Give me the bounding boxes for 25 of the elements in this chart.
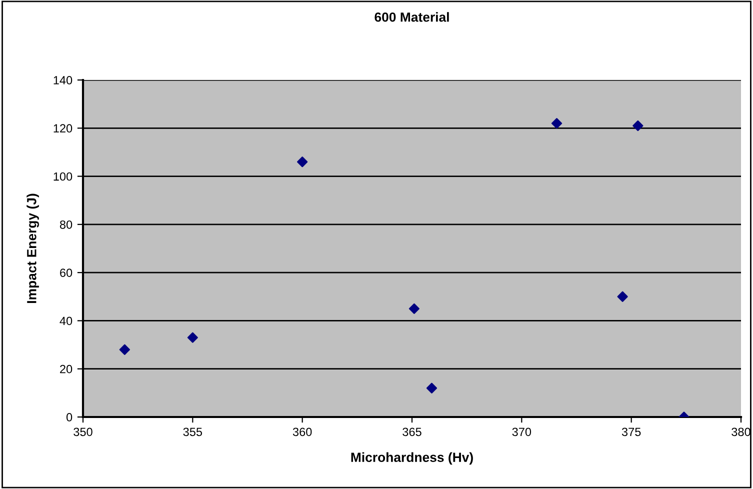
- point: [426, 382, 438, 394]
- point: [551, 118, 562, 129]
- point: [119, 344, 130, 355]
- x-tick-label: 350: [74, 428, 92, 436]
- point: [632, 120, 644, 132]
- y-tick-label: 120: [54, 124, 72, 133]
- x-tick-label: 365: [402, 428, 422, 436]
- y-tick-label: 140: [54, 76, 72, 84]
- y-tick-label: 0: [66, 413, 72, 422]
- point: [617, 291, 628, 302]
- point: [297, 156, 308, 168]
- x-tick-label: 360: [292, 428, 312, 436]
- x-tick-label: 355: [183, 428, 202, 436]
- y-tick-label: 60: [60, 268, 72, 277]
- chart-title: 600 Material: [374, 12, 449, 22]
- y-axis-title: Impact Energy (J): [26, 194, 39, 303]
- point: [408, 303, 420, 314]
- y-tick-label: 40: [60, 316, 72, 326]
- x-axis-title: Microhardness (Hv): [351, 452, 473, 465]
- y-tick-label: 20: [60, 364, 72, 374]
- y-tick-label: 100: [54, 172, 72, 181]
- x-tick-label: 370: [512, 428, 532, 436]
- point: [187, 332, 198, 343]
- x-tick-label: 375: [622, 428, 641, 436]
- y-tick-label: 80: [60, 220, 72, 229]
